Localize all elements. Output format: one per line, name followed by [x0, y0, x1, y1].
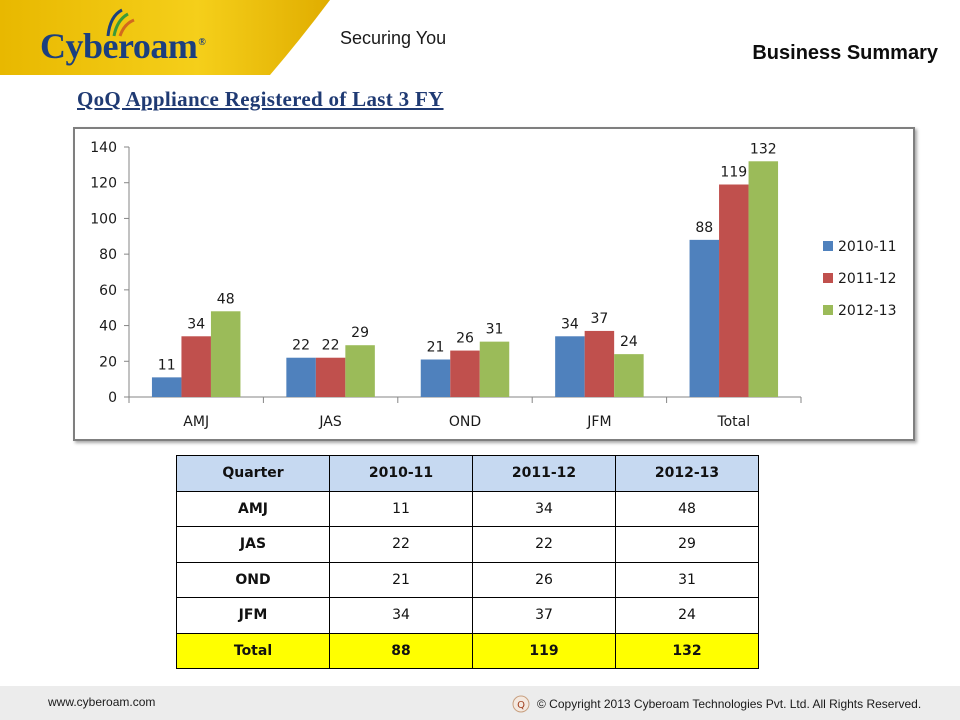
value-cell: 34 [329, 597, 473, 634]
section-title: Business Summary [752, 42, 938, 64]
data-label: 119 [720, 165, 747, 181]
x-tick-label: JAS [318, 414, 341, 430]
svg-text:Q: Q [517, 700, 525, 711]
value-cell: 119 [472, 632, 616, 669]
value-cell: 132 [615, 632, 759, 669]
value-cell: 29 [615, 526, 759, 563]
footer-url[interactable]: www.cyberoam.com [48, 695, 156, 709]
value-cell: 11 [329, 490, 473, 527]
bar [584, 330, 615, 397]
y-tick-label: 80 [99, 247, 117, 263]
value-cell: 37 [472, 597, 616, 634]
data-label: 34 [187, 316, 205, 332]
y-tick-label: 40 [99, 319, 117, 335]
bar [181, 336, 211, 397]
bar [210, 311, 241, 397]
bar-chart: 0 20 40 60 80 100 120 140 11 34 48 AMJ 22 22 29 JAS 21 26… [90, 140, 897, 430]
legend-label: 2010-11 [838, 239, 897, 255]
bar [151, 377, 182, 397]
data-label: 48 [217, 291, 235, 307]
copyright-text: © Copyright 2013 Cyberoam Technologies P… [537, 697, 922, 711]
cyberoam-emblem-icon: Q [512, 695, 530, 713]
x-tick-label: AMJ [183, 414, 209, 430]
bar [748, 161, 779, 397]
slide-title: QoQ Appliance Registered of Last 3 FY [77, 87, 444, 111]
quarter-cell: Total [176, 632, 330, 669]
bar [286, 357, 316, 397]
value-cell: 31 [615, 561, 759, 598]
data-label: 24 [620, 334, 638, 350]
data-label: 21 [427, 340, 445, 356]
bar [689, 239, 720, 397]
data-label: 22 [322, 338, 340, 354]
bar [420, 359, 451, 397]
value-cell: 34 [472, 490, 616, 527]
data-label: 37 [590, 311, 608, 327]
bar [719, 184, 749, 397]
data-label: 31 [486, 322, 504, 338]
quarter-cell: JAS [176, 526, 330, 563]
value-cell: 48 [615, 490, 759, 527]
value-cell: 26 [472, 561, 616, 598]
y-tick-label: 20 [99, 354, 117, 370]
bar [450, 350, 480, 397]
table-row: JAS 22 22 29 [176, 526, 759, 563]
table-header-cell: Quarter [176, 455, 330, 492]
y-tick-label: 100 [90, 211, 117, 227]
y-tick-label: 0 [108, 390, 117, 406]
footer-bar [0, 686, 960, 720]
tagline: Securing You [340, 28, 447, 48]
quarter-cell: JFM [176, 597, 330, 634]
bar [479, 341, 510, 397]
table-row: AMJ 11 34 48 [176, 490, 759, 527]
cyberoam-logo[interactable]: Cyberoam® [40, 26, 206, 66]
value-cell: 22 [472, 526, 616, 563]
logo-mark-icon [106, 8, 135, 37]
data-label: 34 [561, 316, 579, 332]
data-label: 88 [695, 220, 713, 236]
y-tick-label: 120 [90, 176, 117, 192]
bar [555, 336, 585, 397]
data-label: 29 [351, 325, 369, 341]
x-tick-label: Total [716, 414, 750, 430]
data-label: 22 [292, 338, 310, 354]
bar [614, 354, 644, 397]
bar [315, 357, 346, 397]
bar [345, 345, 375, 397]
data-label: 11 [158, 357, 176, 373]
value-cell: 21 [329, 561, 473, 598]
quarter-cell: OND [176, 561, 330, 598]
table-total-row: Total 88 119 132 [176, 632, 759, 669]
data-label: 132 [750, 141, 777, 157]
y-tick-label: 140 [90, 140, 117, 156]
table-header-cell: 2011-12 [472, 455, 616, 492]
header-band [0, 0, 330, 75]
legend-swatch [823, 241, 833, 251]
data-table: Quarter 2010-11 2011-12 2012-13 AMJ 11 3… [176, 455, 759, 669]
value-cell: 24 [615, 597, 759, 634]
table-row: JFM 34 37 24 [176, 597, 759, 634]
value-cell: 88 [329, 632, 473, 669]
x-tick-label: JFM [586, 414, 611, 430]
table-row: OND 21 26 31 [176, 561, 759, 598]
table-header-row: Quarter 2010-11 2011-12 2012-13 [176, 455, 759, 492]
x-tick-label: OND [449, 414, 481, 430]
quarter-cell: AMJ [176, 490, 330, 527]
table-header-cell: 2010-11 [329, 455, 473, 492]
value-cell: 22 [329, 526, 473, 563]
chart-frame: 0 20 40 60 80 100 120 140 11 34 48 AMJ 22 22 29 JAS 21 26… [73, 127, 915, 441]
legend-swatch [823, 273, 833, 283]
legend-label: 2012-13 [838, 303, 897, 319]
table-header-cell: 2012-13 [615, 455, 759, 492]
data-label: 26 [456, 331, 474, 347]
legend-swatch [823, 305, 833, 315]
y-tick-label: 60 [99, 283, 117, 299]
legend-label: 2011-12 [838, 271, 897, 287]
